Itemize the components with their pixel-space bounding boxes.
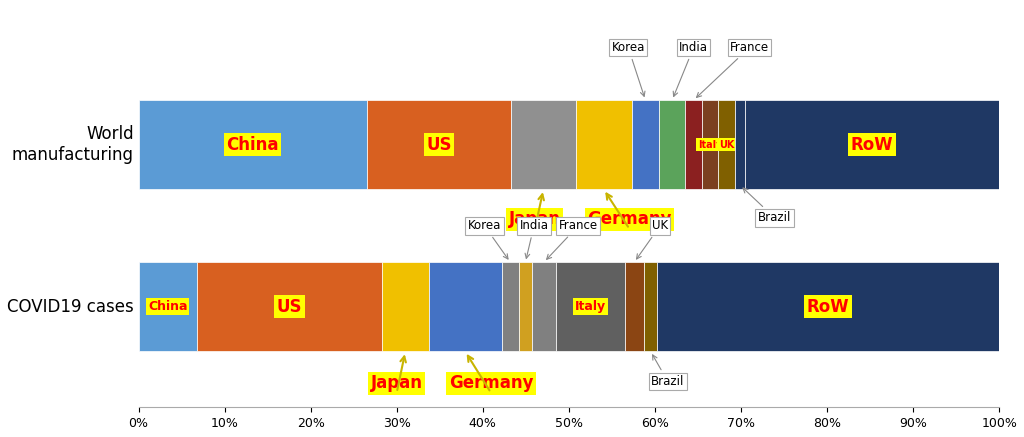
Bar	[511, 100, 575, 189]
Bar	[429, 262, 502, 351]
Bar	[718, 100, 735, 189]
Text: Italy: Italy	[574, 300, 606, 313]
Bar	[659, 100, 685, 189]
Text: Germany: Germany	[449, 374, 534, 392]
Text: Korea: Korea	[468, 219, 508, 259]
Text: RoW: RoW	[807, 298, 850, 316]
Bar	[138, 262, 197, 351]
Bar	[367, 100, 511, 189]
Text: France: France	[696, 41, 769, 97]
Text: Brazil: Brazil	[651, 355, 684, 388]
Text: UK: UK	[637, 219, 668, 259]
Bar	[382, 262, 429, 351]
Text: US: US	[276, 298, 302, 316]
Bar	[531, 262, 556, 351]
Text: India: India	[673, 41, 709, 97]
Bar	[644, 262, 657, 351]
Text: France: France	[547, 219, 598, 259]
Bar	[735, 100, 745, 189]
Text: RoW: RoW	[851, 136, 894, 154]
Text: Japan: Japan	[509, 210, 561, 228]
Text: Japan: Japan	[371, 374, 423, 392]
Bar	[702, 100, 718, 189]
Bar	[556, 262, 625, 351]
Text: US: US	[426, 136, 452, 154]
Text: Brazil: Brazil	[743, 188, 792, 224]
Bar	[197, 262, 382, 351]
Text: Italy: Italy	[697, 140, 722, 150]
Bar	[625, 262, 644, 351]
Bar	[502, 262, 519, 351]
Bar	[575, 100, 632, 189]
Text: China: China	[226, 136, 279, 154]
Text: UK: UK	[719, 140, 734, 150]
Text: China: China	[148, 300, 187, 313]
Bar	[657, 262, 999, 351]
Bar	[745, 100, 999, 189]
Text: India: India	[519, 219, 549, 258]
Bar	[138, 100, 367, 189]
Bar	[632, 100, 659, 189]
Bar	[685, 100, 702, 189]
Text: Korea: Korea	[611, 41, 645, 96]
Bar	[519, 262, 531, 351]
Text: Germany: Germany	[587, 210, 672, 228]
